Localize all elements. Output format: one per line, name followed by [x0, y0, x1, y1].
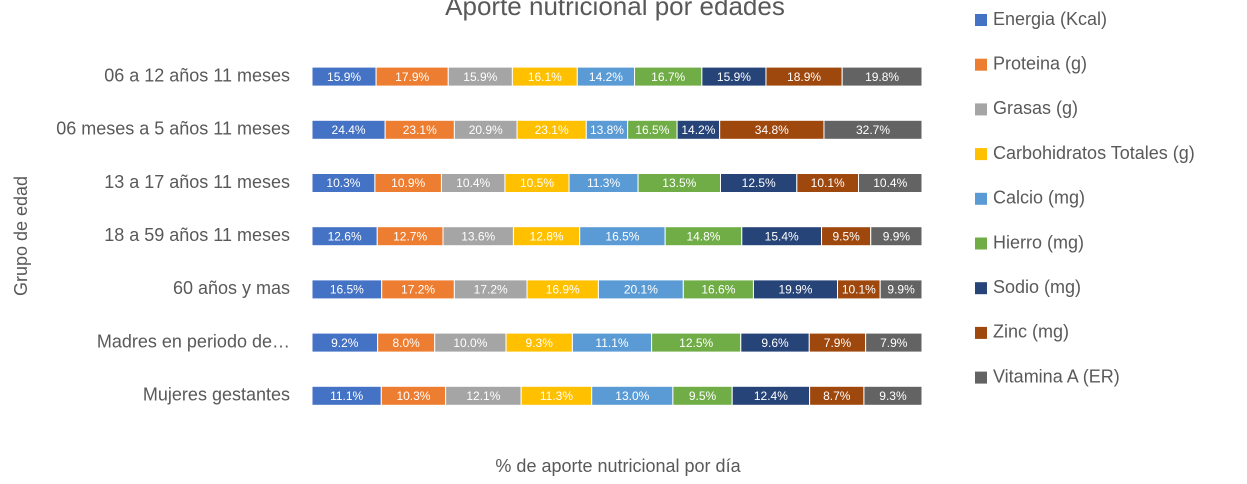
bar-segment — [863, 385, 923, 406]
data-label: 9.3% — [526, 336, 554, 350]
data-label: 15.9% — [327, 70, 361, 84]
bar-segment — [879, 279, 923, 300]
data-label: 16.5% — [605, 229, 639, 243]
data-label: 19.9% — [778, 283, 812, 297]
data-label: 20.1% — [624, 283, 658, 297]
legend-swatch — [975, 58, 987, 71]
bar-segment — [870, 226, 923, 247]
x-axis-label: % de aporte nutricional por día — [495, 456, 741, 476]
data-label: 14.2% — [589, 70, 623, 84]
y-axis-label: Grupo de edad — [11, 176, 31, 296]
y-tick-label: Madres en periodo de… — [97, 331, 290, 351]
data-label: 12.5% — [742, 176, 776, 190]
data-label: 13.6% — [461, 229, 495, 243]
legend-swatch — [975, 148, 987, 161]
data-label: 14.2% — [681, 123, 715, 137]
data-label: 18.9% — [787, 70, 821, 84]
data-label: 11.1% — [595, 336, 628, 350]
data-label: 15.9% — [463, 70, 497, 84]
chart-title: Aporte nutricional por edades — [445, 0, 785, 21]
legend-swatch — [975, 14, 987, 26]
data-label: 11.3% — [540, 389, 573, 403]
data-label: 16.6% — [701, 283, 735, 297]
data-label: 10.3% — [396, 389, 430, 403]
legend-swatch — [975, 371, 987, 384]
legend-swatch — [975, 192, 987, 205]
legend-swatch — [975, 237, 987, 250]
data-label: 20.9% — [469, 123, 503, 137]
data-label: 16.5% — [330, 283, 364, 297]
data-label: 34.8% — [755, 123, 789, 137]
data-label: 11.1% — [330, 389, 363, 403]
data-label: 8.7% — [823, 389, 851, 403]
data-label: 10.0% — [453, 336, 487, 350]
data-label: 17.2% — [401, 283, 435, 297]
data-label: 32.7% — [856, 123, 890, 137]
data-label: 10.4% — [456, 176, 490, 190]
data-label: 9.5% — [689, 389, 717, 403]
data-label: 12.5% — [679, 336, 713, 350]
data-label: 11.3% — [587, 176, 620, 190]
data-label: 12.7% — [393, 229, 427, 243]
y-tick-label: Mujeres gestantes — [143, 385, 290, 405]
legend-label: Hierro (mg) — [993, 232, 1084, 252]
data-label: 24.4% — [332, 123, 366, 137]
data-label: 12.1% — [466, 389, 500, 403]
legend-label: Carbohidratos Totales (g) — [993, 143, 1195, 163]
data-label: 14.8% — [686, 229, 720, 243]
data-label: 9.5% — [832, 229, 860, 243]
data-label: 7.9% — [880, 336, 908, 350]
data-label: 10.1% — [842, 283, 876, 297]
data-label: 7.9% — [824, 336, 852, 350]
bar-segment — [841, 66, 923, 87]
data-label: 13.8% — [590, 123, 624, 137]
data-label: 13.5% — [662, 176, 696, 190]
data-label: 23.1% — [403, 123, 437, 137]
bar-segment — [823, 119, 923, 140]
bar-segment — [865, 332, 923, 353]
data-label: 13.0% — [615, 389, 649, 403]
data-label: 17.2% — [474, 283, 508, 297]
legend-label: Sodio (mg) — [993, 277, 1081, 297]
legend-label: Zinc (mg) — [993, 322, 1069, 342]
data-label: 10.5% — [520, 176, 554, 190]
legend-label: Vitamina A (ER) — [993, 366, 1120, 386]
data-label: 9.3% — [879, 389, 907, 403]
data-label: 10.1% — [811, 176, 845, 190]
legend-label: Grasas (g) — [993, 98, 1078, 118]
data-label: 9.6% — [761, 336, 789, 350]
data-label: 16.1% — [528, 70, 562, 84]
legend-swatch — [975, 282, 987, 295]
y-tick-label: 06 a 12 años 11 meses — [104, 65, 290, 85]
data-label: 9.9% — [887, 283, 915, 297]
data-label: 19.8% — [865, 70, 899, 84]
legend-label: Energia (Kcal) — [993, 9, 1107, 29]
data-label: 15.4% — [765, 229, 799, 243]
y-tick-label: 06 meses a 5 años 11 meses — [56, 119, 290, 139]
data-label: 16.7% — [651, 70, 685, 84]
y-tick-label: 18 a 59 años 11 meses — [104, 225, 290, 245]
data-label: 10.3% — [326, 176, 360, 190]
y-tick-label: 13 a 17 años 11 meses — [104, 172, 290, 192]
data-label: 10.9% — [391, 176, 425, 190]
data-label: 16.9% — [546, 283, 580, 297]
bar-segment — [857, 173, 923, 193]
data-label: 17.9% — [395, 70, 429, 84]
data-label: 12.6% — [328, 229, 362, 243]
data-label: 12.8% — [530, 229, 564, 243]
data-label: 16.5% — [635, 123, 669, 137]
legend-swatch — [975, 326, 987, 339]
legend-label: Proteina (g) — [993, 53, 1087, 73]
data-label: 12.4% — [754, 389, 788, 403]
data-label: 23.1% — [535, 123, 569, 137]
data-label: 9.9% — [883, 229, 911, 243]
data-label: 10.4% — [873, 176, 907, 190]
legend-swatch — [975, 103, 987, 116]
data-label: 15.9% — [717, 70, 751, 84]
legend-label: Calcio (mg) — [993, 188, 1085, 208]
data-label: 8.0% — [392, 336, 420, 350]
y-tick-label: 60 años y mas — [173, 278, 290, 298]
data-label: 9.2% — [331, 336, 359, 350]
